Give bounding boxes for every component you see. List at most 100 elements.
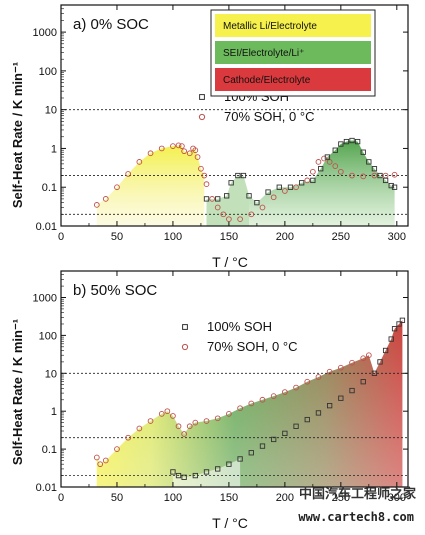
point-70-soh	[282, 389, 288, 395]
point-100-soh	[396, 321, 402, 327]
legend-label: 70% SOH, 0 °C	[224, 109, 314, 124]
point-70-soh	[349, 172, 355, 179]
point-70-soh	[192, 147, 199, 154]
watermark-line1: 中国汽车工程师之家	[299, 486, 417, 502]
point-70-soh	[371, 172, 378, 179]
point-70-soh	[192, 419, 199, 426]
region-legend-swatch	[215, 41, 371, 64]
point-70-soh	[293, 184, 299, 191]
point-70-soh	[170, 143, 176, 149]
point-100-soh	[360, 379, 366, 385]
point-70-soh	[93, 454, 100, 461]
point-70-soh	[214, 204, 221, 211]
y-tick-label: 0.01	[36, 221, 57, 233]
point-70-soh	[102, 457, 109, 464]
panel-label: a) 0% SOC	[73, 16, 149, 33]
x-tick-label: 150	[220, 492, 238, 504]
point-70-soh	[259, 204, 266, 211]
region-legend-label: Cathode/Electrolyte	[223, 75, 311, 86]
point-100-soh	[293, 423, 299, 429]
point-100-soh	[377, 172, 383, 179]
point-100-soh	[215, 466, 221, 472]
x-tick-label: 150	[220, 231, 238, 243]
point-70-soh	[97, 461, 104, 468]
y-axis-label-b: Self-Heat Rate / K min⁻¹	[10, 319, 25, 465]
point-100-soh	[246, 193, 252, 199]
point-70-soh	[181, 431, 187, 437]
point-70-soh	[237, 405, 243, 412]
y-tick-label: 0.1	[42, 444, 57, 456]
point-100-soh	[170, 469, 176, 475]
point-100-soh	[287, 184, 294, 190]
x-tick-label: 50	[111, 231, 123, 243]
point-70-soh	[136, 159, 143, 165]
point-70-soh	[326, 368, 333, 375]
region-legend-swatch	[215, 68, 371, 91]
point-100-soh	[226, 461, 232, 467]
point-70-soh	[337, 168, 344, 175]
point-70-soh	[360, 355, 367, 362]
point-100-soh	[349, 137, 355, 144]
point-70-soh	[186, 423, 193, 430]
y-tick-label: 1000	[33, 292, 57, 304]
point-100-soh	[388, 182, 394, 189]
point-70-soh	[337, 364, 344, 371]
point-70-soh	[93, 202, 100, 208]
point-100-soh	[377, 359, 383, 365]
region-low	[172, 458, 241, 487]
point-100-soh	[391, 326, 398, 332]
point-70-soh	[194, 154, 201, 160]
point-100-soh	[203, 196, 210, 202]
legend-marker-circle	[181, 343, 189, 351]
point-100-soh	[324, 154, 331, 160]
point-100-soh	[235, 172, 241, 179]
point-70-soh	[226, 216, 232, 223]
watermark-line2: www.cartech8.com	[298, 510, 414, 524]
point-70-soh	[114, 184, 120, 191]
point-70-soh	[203, 418, 210, 424]
point-70-soh	[214, 415, 221, 422]
y-tick-label: 100	[39, 330, 57, 342]
point-70-soh	[365, 352, 372, 359]
region-sei-early	[206, 175, 250, 226]
point-100-soh	[366, 159, 372, 165]
x-axis-label-b: T / °C	[212, 515, 248, 531]
point-100-soh	[326, 403, 333, 409]
point-70-soh	[237, 216, 243, 223]
point-100-soh	[399, 317, 406, 323]
point-100-soh	[304, 416, 310, 423]
point-70-soh	[114, 446, 120, 452]
point-100-soh	[276, 184, 282, 190]
point-70-soh	[270, 393, 277, 399]
point-100-soh	[315, 410, 322, 416]
point-70-soh	[201, 172, 208, 179]
x-tick-label: 300	[388, 231, 406, 243]
point-70-soh	[304, 177, 311, 184]
point-100-soh	[382, 347, 389, 354]
x-tick-label: 50	[111, 492, 123, 504]
point-100-soh	[310, 177, 316, 184]
point-100-soh	[175, 472, 182, 479]
point-70-soh	[158, 145, 165, 152]
x-tick-label: 200	[276, 231, 294, 243]
point-70-soh	[203, 181, 210, 188]
point-70-soh	[321, 155, 327, 162]
point-70-soh	[102, 196, 109, 202]
x-tick-label: 250	[332, 231, 350, 243]
point-100-soh	[354, 138, 361, 145]
point-70-soh	[125, 171, 132, 177]
point-70-soh	[198, 165, 204, 172]
y-tick-label: 1	[51, 406, 57, 418]
legend-label: 100% SOH	[207, 319, 272, 334]
point-100-soh	[388, 336, 394, 342]
point-70-soh	[226, 411, 232, 417]
y-tick-label: 10	[45, 368, 57, 380]
legend-marker-square	[182, 324, 188, 330]
y-tick-label: 100	[39, 66, 57, 78]
point-100-soh	[382, 177, 389, 184]
x-tick-label: 0	[58, 492, 64, 504]
legend-marker-circle	[198, 113, 206, 121]
point-70-soh	[186, 150, 193, 157]
point-70-soh	[175, 142, 182, 149]
